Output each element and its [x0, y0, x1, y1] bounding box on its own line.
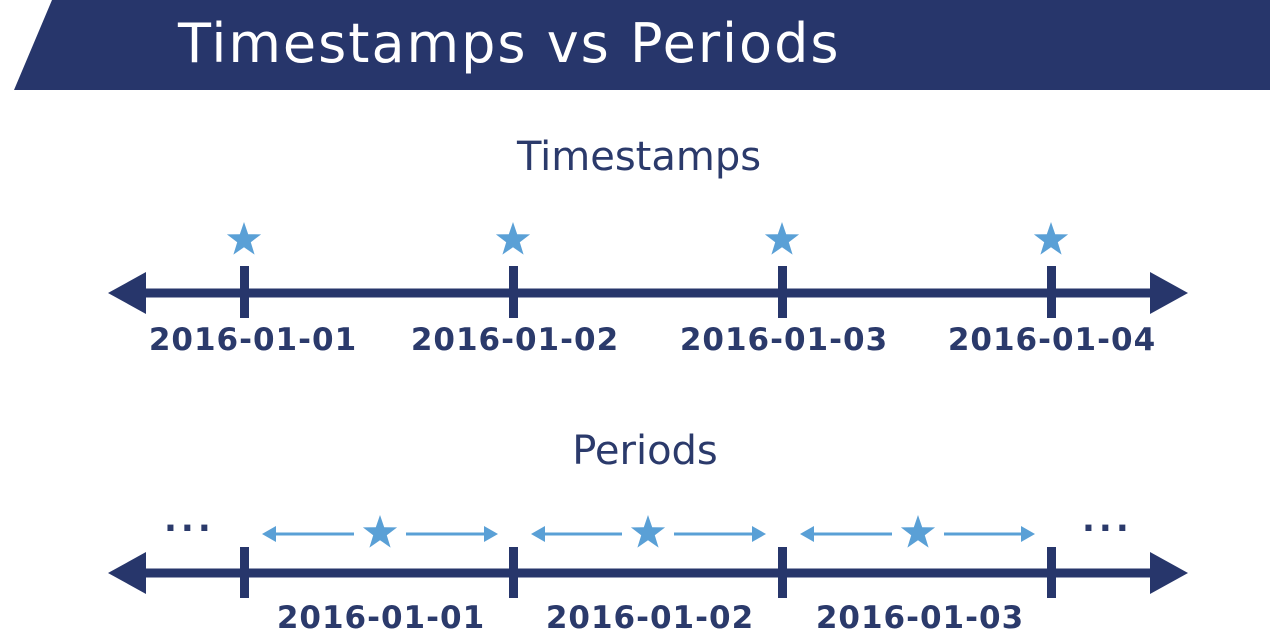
period-label: 2016-01-01	[276, 600, 486, 636]
star-icon	[764, 222, 800, 255]
timestamp-tick	[1047, 266, 1056, 318]
span-arrow-right-icon	[1021, 526, 1035, 542]
period-boundary-tick	[778, 547, 787, 598]
arrowhead-right-icon	[1150, 552, 1188, 594]
arrowhead-right-icon	[1150, 272, 1188, 314]
star-icon	[362, 515, 398, 548]
period-span	[262, 515, 498, 548]
period-label: 2016-01-02	[545, 600, 755, 636]
period-span	[800, 515, 1035, 548]
timestamps-timeline	[108, 222, 1188, 318]
span-arrow-left-icon	[800, 526, 814, 542]
ellipsis-right: ...	[1082, 500, 1133, 540]
timestamp-tick	[778, 266, 787, 318]
timestamp-tick	[509, 266, 518, 318]
timestamp-label: 2016-01-03	[679, 322, 889, 358]
periods-heading: Periods	[572, 428, 718, 474]
period-boundary-tick	[240, 547, 249, 598]
span-arrow-left-icon	[531, 526, 545, 542]
header-banner	[14, 0, 1270, 90]
page-title: Timestamps vs Periods	[178, 12, 841, 75]
arrowhead-left-icon	[108, 552, 146, 594]
span-arrow-left-icon	[262, 526, 276, 542]
period-label: 2016-01-03	[815, 600, 1025, 636]
star-icon	[495, 222, 531, 255]
period-boundary-tick	[1047, 547, 1056, 598]
timestamp-label: 2016-01-02	[410, 322, 620, 358]
timestamp-tick	[240, 266, 249, 318]
timestamp-label: 2016-01-01	[148, 322, 358, 358]
timestamp-label: 2016-01-04	[947, 322, 1157, 358]
timestamps-heading: Timestamps	[516, 134, 762, 180]
star-icon	[1033, 222, 1069, 255]
star-icon	[630, 515, 666, 548]
span-arrow-right-icon	[752, 526, 766, 542]
periods-timeline	[108, 515, 1188, 598]
period-boundary-tick	[509, 547, 518, 598]
arrowhead-left-icon	[108, 272, 146, 314]
span-arrow-right-icon	[484, 526, 498, 542]
period-span	[531, 515, 766, 548]
star-icon	[900, 515, 936, 548]
star-icon	[226, 222, 262, 255]
ellipsis-left: ...	[164, 500, 215, 540]
